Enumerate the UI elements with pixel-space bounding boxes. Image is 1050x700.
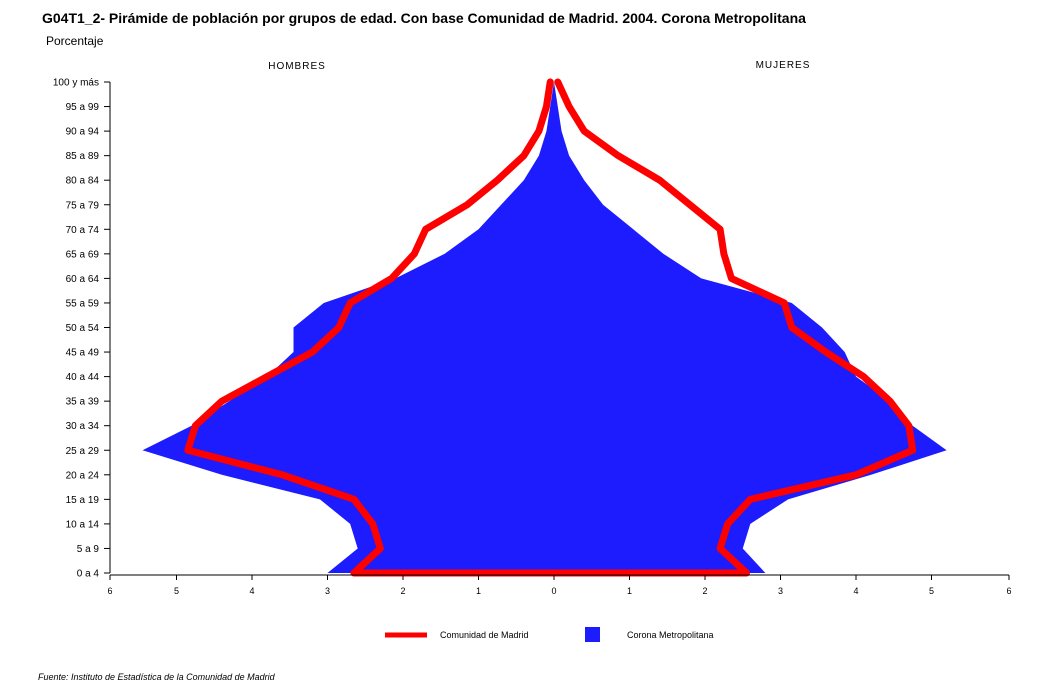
series-area-corona-metropolitana (142, 82, 947, 573)
y-tick-label: 95 a 99 (66, 102, 100, 113)
y-tick-label: 45 a 49 (66, 348, 100, 359)
y-tick-label: 0 a 4 (77, 569, 100, 580)
label-mujeres: MUJERES (756, 60, 811, 71)
y-tick-label: 50 a 54 (66, 323, 100, 334)
y-tick-label: 85 a 89 (66, 151, 100, 162)
y-tick-label: 35 a 39 (66, 397, 100, 408)
y-tick-label: 80 a 84 (66, 176, 100, 187)
y-tick-label: 65 a 69 (66, 249, 100, 260)
x-tick-label: 6 (107, 586, 112, 596)
legend-label-comunidad-de-madrid: Comunidad de Madrid (440, 630, 529, 640)
y-tick-label: 90 a 94 (66, 127, 100, 138)
x-tick-label: 2 (702, 586, 707, 596)
x-tick-label: 1 (476, 586, 481, 596)
chart-title: G04T1_2- Pirámide de población por grupo… (42, 10, 806, 26)
legend-label-corona-metropolitana: Corona Metropolitana (627, 630, 714, 640)
y-tick-label: 40 a 44 (66, 372, 100, 383)
legend-swatch-corona-metropolitana (585, 627, 600, 642)
x-tick-label: 3 (778, 586, 783, 596)
y-tick-label: 55 a 59 (66, 298, 100, 309)
x-tick-label: 0 (551, 586, 556, 596)
y-tick-label: 10 a 14 (66, 519, 100, 530)
x-tick-label: 6 (1006, 586, 1011, 596)
y-tick-label: 60 a 64 (66, 274, 100, 285)
y-tick-label: 5 a 9 (77, 544, 100, 555)
x-tick-label: 5 (174, 586, 179, 596)
y-tick-label: 30 a 34 (66, 421, 100, 432)
y-tick-label: 20 a 24 (66, 470, 100, 481)
series-line-comunidad-de-madrid (184, 78, 917, 577)
source-note: Fuente: Instituto de Estadística de la C… (38, 672, 275, 682)
y-tick-label: 75 a 79 (66, 200, 100, 211)
y-tick-label: 100 y más (53, 78, 99, 89)
x-tick-label: 3 (325, 586, 330, 596)
x-tick-label: 2 (400, 586, 405, 596)
x-tick-label: 1 (627, 586, 632, 596)
y-tick-label: 25 a 29 (66, 446, 100, 457)
x-tick-label: 5 (929, 586, 934, 596)
y-tick-label: 15 a 19 (66, 495, 100, 506)
label-hombres: HOMBRES (268, 61, 326, 72)
x-tick-label: 4 (249, 586, 254, 596)
y-tick-label: 70 a 74 (66, 225, 100, 236)
x-tick-label: 4 (853, 586, 858, 596)
chart-subtitle: Porcentaje (46, 34, 104, 48)
